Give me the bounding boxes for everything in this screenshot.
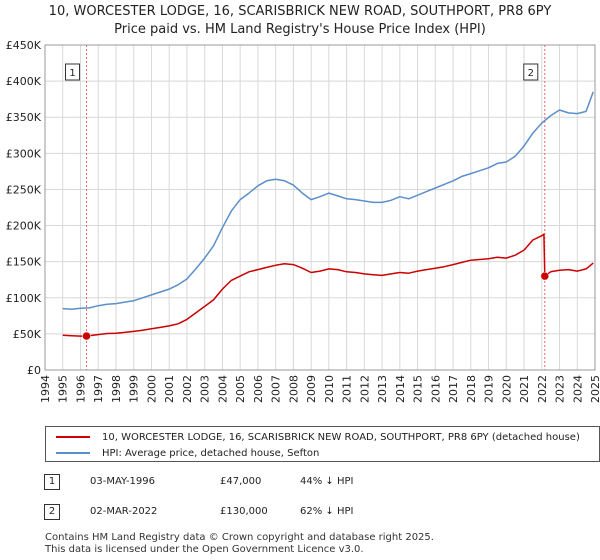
x-tick-label: 2019 [483, 375, 496, 403]
x-tick-label: 1997 [92, 375, 105, 403]
legend-swatch-property [56, 436, 90, 438]
chart-title: 10, WORCESTER LODGE, 16, SCARISBRICK NEW… [48, 4, 552, 19]
x-tick-label: 2020 [500, 375, 513, 403]
hpi-line [62, 91, 594, 311]
sale-price: £130,000 [220, 506, 268, 517]
y-tick-label: £400K [6, 75, 42, 88]
legend-label-property: 10, WORCESTER LODGE, 16, SCARISBRICK NEW… [102, 431, 580, 443]
x-tick-label: 2018 [465, 375, 478, 403]
y-tick-label: £150K [6, 256, 42, 269]
y-tick-label: £250K [6, 183, 42, 196]
chart-subtitle: Price paid vs. HM Land Registry's House … [114, 22, 486, 37]
sale-hpi-diff: 62% ↓ HPI [300, 506, 354, 517]
sale-date: 03-MAY-1996 [90, 476, 156, 487]
sale-date: 02-MAR-2022 [90, 506, 158, 517]
x-tick-label: 2010 [323, 375, 336, 403]
x-tick-label: 2002 [181, 375, 194, 403]
sale-row: 2 02-MAR-2022 £130,000 62% ↓ HPI [0, 504, 600, 522]
sale-marker-box [65, 63, 81, 81]
x-tick-label: 1994 [39, 375, 52, 403]
price-chart: £0 £50K £100K £150K £200K £250K £300K £350K £400… [6, 39, 600, 403]
x-tick-label: 2001 [163, 375, 176, 403]
sale-marker-number: 1 [69, 68, 75, 79]
x-tick-label: 1996 [74, 375, 87, 403]
x-tick-label: 2012 [358, 375, 371, 403]
x-tick-label: 2015 [412, 375, 425, 403]
x-tick-label: 2007 [270, 375, 283, 403]
sale-marker-box [523, 63, 539, 81]
x-tick-label: 2016 [429, 375, 442, 403]
sale-row: 1 03-MAY-1996 £47,000 44% ↓ HPI [0, 474, 600, 492]
x-tick-label: 2006 [252, 375, 265, 403]
x-tick-label: 2013 [376, 375, 389, 403]
legend-label-hpi: HPI: Average price, detached house, Seft… [102, 447, 320, 459]
sale-point [540, 271, 550, 281]
property-price-line [62, 233, 594, 337]
footer-copyright: Contains HM Land Registry data © Crown c… [45, 532, 434, 543]
x-tick-label: 2004 [216, 375, 229, 403]
x-tick-label: 2009 [305, 375, 318, 403]
sale-price: £47,000 [220, 476, 262, 487]
x-tick-label: 1998 [110, 375, 123, 403]
x-tick-label: 1999 [128, 375, 141, 403]
x-tick-label: 2017 [447, 375, 460, 403]
footer: Contains HM Land Registry data © Crown c… [45, 532, 434, 556]
x-tick-label: 2000 [145, 375, 158, 403]
x-tick-label: 2003 [199, 375, 212, 403]
legend: 10, WORCESTER LODGE, 16, SCARISBRICK NEW… [45, 426, 600, 462]
sale-hpi-diff: 44% ↓ HPI [300, 476, 354, 487]
sale-marker-number: 2 [528, 68, 534, 79]
sale-number-badge: 1 [44, 474, 60, 490]
x-tick-label: 2025 [589, 375, 600, 403]
sale-point [82, 331, 91, 341]
x-tick-label: 2008 [287, 375, 300, 403]
x-tick-label: 2021 [518, 375, 531, 403]
y-tick-label: £300K [6, 147, 42, 160]
sale-number-badge: 2 [44, 504, 60, 520]
legend-item-hpi: HPI: Average price, detached house, Seft… [56, 446, 319, 460]
y-tick-label: £350K [6, 111, 42, 124]
footer-license: This data is licensed under the Open Gov… [45, 544, 364, 555]
y-tick-label: £0 [27, 364, 41, 377]
x-tick-label: 2024 [571, 375, 584, 403]
y-tick-label: £100K [6, 292, 42, 305]
x-tick-label: 2005 [234, 375, 247, 403]
x-tick-label: 2023 [554, 375, 567, 403]
legend-item-property: 10, WORCESTER LODGE, 16, SCARISBRICK NEW… [56, 430, 580, 444]
y-tick-label: £450K [6, 39, 42, 52]
plot-frame [44, 44, 596, 371]
x-tick-label: 2014 [394, 375, 407, 403]
x-tick-label: 2022 [536, 375, 549, 403]
y-tick-label: £200K [6, 220, 42, 233]
legend-swatch-hpi [56, 452, 90, 454]
x-tick-label: 1995 [57, 375, 70, 403]
x-tick-label: 2011 [341, 375, 354, 403]
y-tick-label: £50K [13, 328, 42, 341]
plot-area [45, 45, 595, 370]
